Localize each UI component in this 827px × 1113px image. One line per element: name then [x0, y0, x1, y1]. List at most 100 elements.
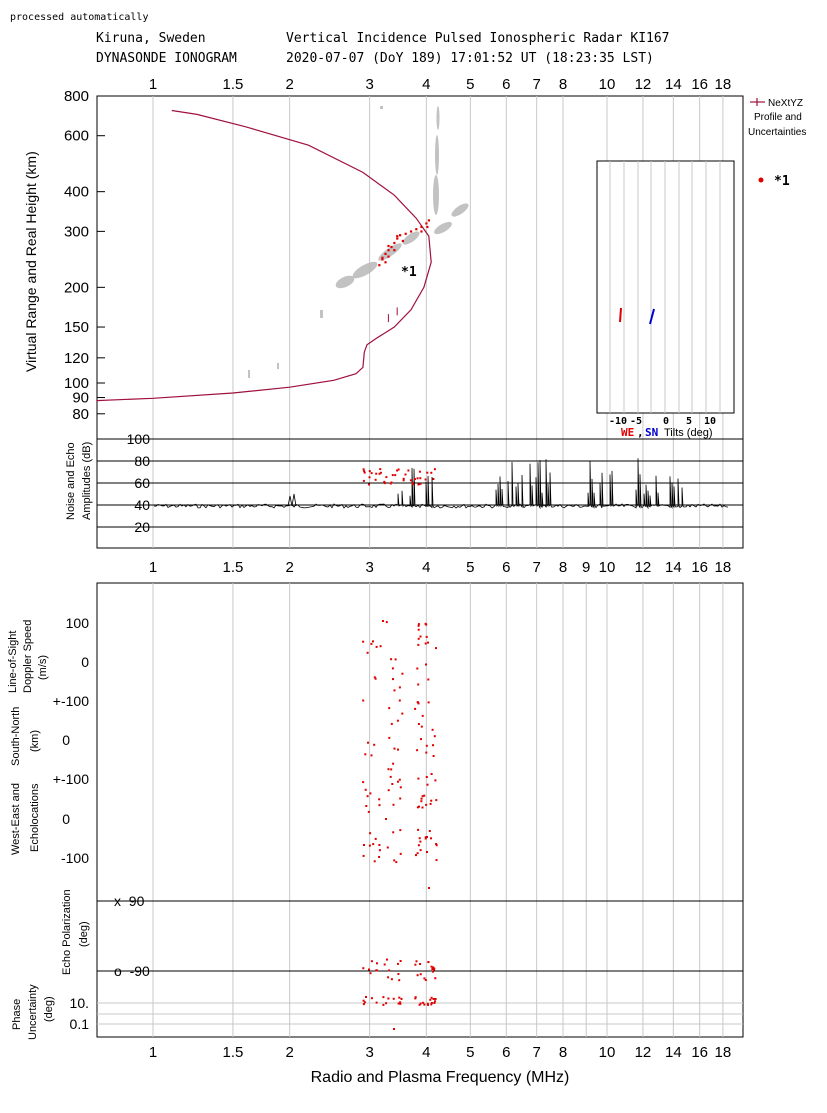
bottom-echo-point: [368, 844, 371, 847]
bottom-echo-point: [433, 735, 436, 738]
bottom-echo-point: [417, 828, 420, 831]
echo-point: [384, 252, 387, 256]
bottom-echo-point: [399, 786, 402, 789]
frequency-tick-label: 10: [599, 76, 616, 93]
bottom-echo-point: [378, 804, 381, 807]
bottom-echo-point: [390, 768, 393, 771]
amplitude-panel: 100 80 60 40 20 Noise and Echo Amplitude…: [65, 431, 743, 535]
bottom-echo-point: [367, 741, 369, 744]
bottom-echo-point: [416, 701, 419, 704]
bottom-echo-point: [435, 844, 438, 847]
bottom-echo-point: [388, 969, 391, 972]
bottom-echo-point: [398, 996, 401, 999]
bottom-echo-point: [430, 1003, 433, 1006]
amplitude-echo-point: [379, 468, 382, 471]
bottom-echo-point: [370, 754, 373, 757]
amplitude-echo-point: [370, 472, 373, 475]
bottom-echo-point: [366, 651, 369, 654]
echo-point: [426, 225, 429, 229]
bottom-echo-point: [419, 840, 422, 843]
noise-line: [153, 458, 729, 510]
frequency-tick-label: 4: [422, 559, 430, 576]
frequency-tick-label: 8: [559, 559, 567, 576]
bottom-echo-point: [362, 999, 365, 1002]
bottom-echo-point: [433, 1002, 436, 1004]
bottom-echo-point: [434, 977, 437, 980]
amplitude-echo-point: [424, 478, 427, 481]
bottom-echo-point: [429, 802, 432, 805]
bottom-echo-point: [417, 628, 420, 631]
echo-point: [409, 230, 413, 233]
amplitude-echo-point: [394, 474, 397, 477]
bottom-echo-point: [419, 635, 422, 638]
bottom-echo-point: [430, 965, 433, 968]
bottom-echo-point: [392, 997, 395, 1000]
height-tick-label: 400: [64, 184, 89, 201]
phase-tick-10: 10.: [70, 995, 89, 1011]
tilt-tick-4: 5: [686, 416, 692, 427]
bottom-echo-point: [419, 1002, 422, 1005]
bottom-echo-point: [363, 1001, 366, 1004]
bottom-echo-point: [418, 805, 420, 808]
bottom-echo-point: [370, 642, 373, 645]
amplitude-echo-point: [416, 477, 419, 480]
amplitude-echo-point: [417, 483, 420, 486]
bottom-echo-point: [388, 736, 391, 739]
amplitude-echo-point: [362, 479, 365, 482]
bottom-echo-point: [416, 667, 419, 670]
height-tick-label: 90: [72, 390, 89, 407]
bottom-echo-point: [363, 844, 365, 846]
tilt-sn-mark: [649, 308, 655, 325]
bottom-echo-point: [362, 854, 365, 857]
height-tick-label: 100: [64, 375, 89, 392]
bottom-echo-point: [415, 960, 418, 963]
bottom-echo-point: [420, 797, 423, 800]
bottom-echo-point: [401, 672, 404, 675]
echo-point: [404, 232, 407, 235]
bottom-echo-point: [373, 743, 376, 746]
frequency-tick-label: 18: [715, 559, 732, 576]
bottom-echo-point: [425, 635, 428, 638]
bottom-echo-point: [362, 967, 365, 970]
station-name: Kiruna, Sweden: [96, 31, 206, 46]
echo-point: [415, 228, 418, 231]
bottom-echo-point: [370, 960, 373, 963]
amplitude-echo-point: [419, 482, 422, 485]
bottom-echo-point: [426, 783, 429, 786]
bottom-echo-point: [382, 620, 384, 622]
profile-legend: NeXtYZ Profile and Uncertainties *1: [748, 98, 806, 189]
frequency-tick-label: 14: [665, 1044, 682, 1061]
bottom-echo-point: [392, 678, 394, 681]
bottom-echo-point: [372, 843, 375, 846]
amplitude-echo-point: [404, 473, 407, 476]
bottom-echo-point: [397, 962, 399, 965]
amplitude-echo-point: [419, 477, 422, 480]
ionogram-label: DYNASONDE IONOGRAM: [96, 51, 237, 66]
bottom-echo-point: [417, 723, 420, 725]
tilt-tick-3: 0: [663, 416, 669, 427]
echo-point: [396, 235, 399, 238]
bottom-echo-point: [387, 789, 390, 792]
height-tick-label: 300: [64, 223, 89, 240]
bottom-echo-point: [425, 751, 428, 754]
frequency-tick-label: 12: [635, 559, 652, 576]
bottom-echo-point: [399, 829, 402, 832]
we-tick-0: 0: [62, 811, 70, 827]
bottom-echo-point: [422, 1001, 425, 1004]
amp-label-line1: Noise and Echo: [65, 442, 77, 520]
frequency-tick-label: 1: [149, 559, 157, 576]
bottom-echo-point: [385, 1002, 388, 1005]
bottom-echo-point: [391, 783, 394, 785]
bottom-echo-point: [434, 1000, 436, 1003]
bottom-echo-point: [369, 832, 372, 835]
amp-tick-80: 80: [134, 453, 150, 469]
amplitude-echo-point: [368, 483, 370, 486]
bottom-grid: [152, 583, 724, 1037]
amplitude-echo-point: [411, 481, 414, 484]
doppler-label-3: (m/s): [37, 655, 49, 680]
tilt-sn-label: SN: [645, 426, 658, 439]
amplitude-echo-point: [397, 468, 400, 471]
bottom-echo-point: [397, 748, 399, 751]
bottom-echo-point: [400, 997, 403, 1000]
